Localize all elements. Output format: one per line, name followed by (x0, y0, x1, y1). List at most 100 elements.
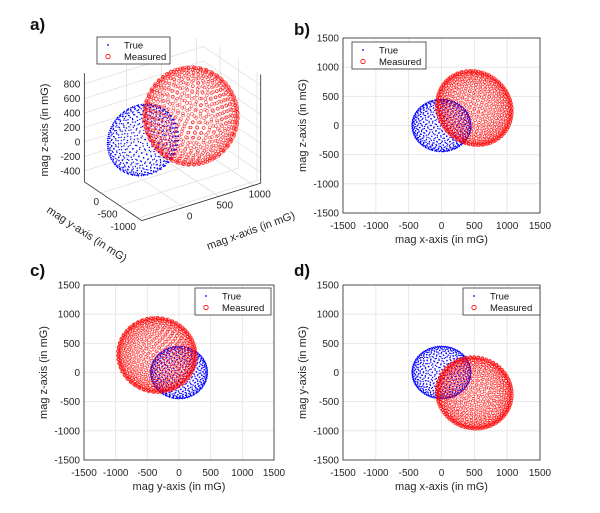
measured-point (500, 110, 504, 115)
true-point (423, 359, 425, 361)
measured-point (481, 371, 485, 376)
grid-line (84, 60, 204, 99)
measured-point (149, 340, 154, 344)
measured-point (496, 417, 500, 422)
measured-point (460, 95, 464, 100)
measured-point (475, 362, 479, 366)
measured-point (163, 319, 167, 324)
true-point (173, 393, 175, 395)
true-point (425, 373, 427, 375)
measured-point (148, 378, 153, 383)
legend-measured-label: Measured (379, 57, 421, 68)
true-point (450, 359, 452, 362)
true-point (122, 114, 124, 116)
grid-line (196, 146, 254, 186)
true-point (432, 133, 435, 135)
true-point (452, 138, 454, 140)
true-point (142, 142, 144, 145)
true-point (186, 381, 189, 383)
measured-point (493, 138, 497, 143)
panel-c: c)-1500 -1000 -500 0 500 1000 1500150010005000… (30, 261, 286, 493)
true-point (183, 386, 185, 389)
true-point (442, 360, 445, 363)
true-point (432, 363, 434, 365)
measured-point (121, 366, 126, 371)
measured-point (491, 411, 495, 415)
measured-point (500, 380, 504, 384)
grid-line (137, 180, 258, 219)
measured-point (499, 388, 503, 392)
measured-point (477, 393, 481, 398)
measured-point (453, 96, 457, 101)
true-point (428, 389, 431, 392)
measured-point (497, 365, 501, 369)
true-point (415, 358, 417, 361)
measured-point (452, 364, 457, 368)
true-point (424, 125, 426, 128)
true-point (434, 369, 436, 371)
measured-point (476, 80, 481, 85)
true-point (432, 395, 435, 398)
true-point (449, 352, 451, 354)
measured-point (504, 411, 508, 416)
measured-point (150, 327, 154, 332)
true-point (431, 394, 433, 396)
measured-point (495, 404, 499, 408)
measured-point (485, 76, 489, 80)
true-point (134, 108, 137, 110)
measured-point (491, 84, 495, 89)
measured-point (151, 325, 155, 329)
true-point (171, 397, 173, 399)
legend-true-marker (362, 49, 364, 51)
measured-point (444, 367, 449, 371)
measured-point (124, 347, 128, 351)
measured-point (137, 333, 142, 338)
true-point (427, 388, 430, 391)
y-axis-label: mag y-axis (in mG) (297, 326, 309, 419)
measured-point (502, 113, 506, 118)
measured-point (481, 363, 486, 367)
measured-point (481, 137, 485, 141)
measured-point (450, 98, 454, 103)
measured-point (139, 362, 144, 367)
measured-point (148, 380, 152, 384)
measured-point (155, 386, 160, 391)
measured-point (487, 116, 492, 121)
measured-point (441, 369, 446, 374)
true-point (200, 388, 202, 390)
true-point (452, 144, 455, 146)
measured-point (493, 80, 498, 84)
true-point (431, 347, 434, 350)
true-point (426, 383, 428, 385)
measured-point (469, 130, 473, 134)
measured-point (497, 379, 501, 384)
measured-point (163, 321, 167, 326)
measured-point (185, 363, 189, 367)
true-point (205, 374, 207, 377)
x-tick-label: -1500 (71, 468, 97, 479)
measured-point (480, 106, 484, 110)
measured-point (126, 351, 130, 356)
y-tick-label: -1000 (54, 426, 80, 437)
measured-point (171, 339, 175, 343)
true-point (438, 358, 440, 360)
measured-point (490, 373, 495, 378)
true-point (426, 110, 428, 112)
true-point (437, 361, 439, 364)
measured-point (155, 378, 160, 383)
true-point (421, 125, 424, 127)
true-point (440, 145, 442, 148)
measured-point (471, 91, 476, 95)
measured-point (160, 388, 164, 393)
true-point (415, 138, 418, 141)
true-point (188, 387, 190, 390)
true-point (445, 150, 447, 152)
true-point (422, 140, 424, 142)
measured-point (485, 84, 489, 89)
true-point (412, 368, 414, 371)
measured-point (483, 92, 487, 97)
true-point (137, 111, 139, 114)
measured-point (498, 369, 502, 373)
measured-point (503, 386, 507, 391)
true-point (151, 117, 153, 119)
